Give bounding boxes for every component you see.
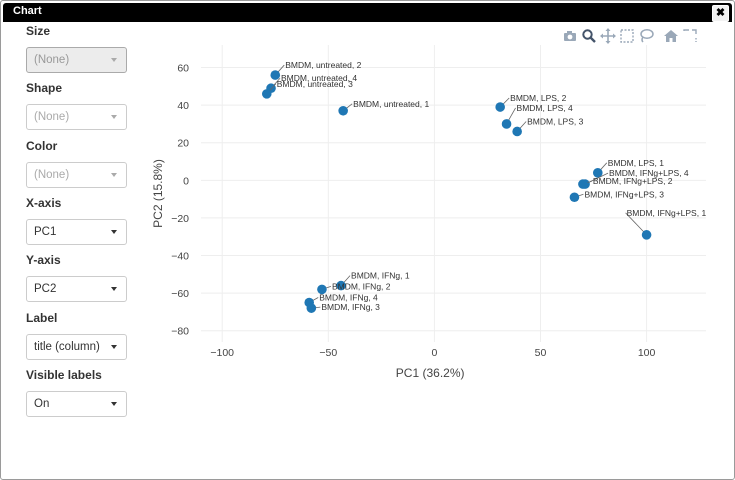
color-select-value: (None) [34, 168, 70, 181]
point-label: BMDM, LPS, 3 [527, 116, 583, 126]
point-label: BMDM, IFNg, 2 [332, 281, 391, 291]
point-label: BMDM, IFNg+LPS, 3 [584, 189, 664, 199]
color-label: Color [26, 138, 58, 153]
camera-icon[interactable] [561, 27, 579, 45]
point-label: BMDM, IFNg+LPS, 4 [609, 168, 689, 178]
data-point[interactable] [501, 119, 512, 129]
scatter-plot[interactable]: −100 −50 0 50 100 −80 −60 −40 −20 0 20 40 60 PC1 (36.… [151, 25, 721, 385]
visible-labels-label: Visible labels [26, 367, 102, 382]
point-label: BMDM, IFNg, 4 [319, 293, 378, 303]
box-select-icon[interactable] [618, 27, 636, 45]
point-label: BMDM, IFNg, 3 [321, 302, 380, 312]
x-tick-label: 100 [638, 347, 656, 359]
chevron-down-icon [111, 229, 117, 234]
field-visible-labels: Visible labels On [26, 367, 127, 417]
color-select[interactable]: (None) [26, 161, 127, 188]
field-label: Label title (column) [26, 310, 127, 360]
pan-icon[interactable] [599, 27, 617, 45]
field-color: Color (None) [26, 138, 127, 188]
field-y-axis: Y-axis PC2 [26, 252, 127, 303]
data-point[interactable] [317, 284, 327, 295]
data-point[interactable] [641, 230, 652, 240]
x-tick-label: 50 [535, 347, 547, 359]
y-tick-label: 40 [177, 100, 189, 112]
point-label: BMDM, untreated, 2 [285, 60, 361, 70]
zoom-icon[interactable] [580, 27, 598, 45]
lasso-icon[interactable] [637, 27, 655, 45]
data-point[interactable] [306, 303, 317, 313]
shape-select-value: (None) [34, 111, 70, 124]
y-axis-title: PC2 (15.8%) [151, 159, 165, 228]
data-point[interactable] [336, 280, 346, 291]
label-select[interactable]: title (column) [26, 333, 127, 360]
shape-select[interactable]: (None) [26, 104, 127, 131]
y-axis-select-value: PC2 [34, 283, 57, 296]
point-label: BMDM, IFNg, 1 [351, 271, 410, 281]
window-title: Chart [13, 5, 42, 17]
data-point[interactable] [270, 70, 281, 80]
chevron-down-icon [111, 172, 117, 177]
chart-area: −100 −50 0 50 100 −80 −60 −40 −20 0 20 40 60 PC1 (36.… [151, 25, 721, 385]
y-axis-select[interactable]: PC2 [26, 276, 127, 303]
data-point[interactable] [338, 105, 348, 116]
chevron-down-icon [111, 287, 117, 292]
point-label: BMDM, IFNg+LPS, 2 [593, 176, 673, 186]
data-point[interactable] [495, 102, 505, 112]
label-leader [625, 212, 647, 236]
chevron-down-icon [111, 58, 117, 62]
data-point[interactable] [592, 168, 603, 178]
x-axis-select-value: PC1 [34, 225, 57, 238]
chevron-down-icon [111, 115, 117, 120]
x-axis-select[interactable]: PC1 [26, 218, 127, 245]
x-axis-title: PC1 (36.2%) [396, 366, 465, 380]
point-label: BMDM, LPS, 4 [517, 103, 573, 113]
field-shape: Shape (None) [26, 80, 127, 131]
x-tick-label: −50 [319, 347, 337, 359]
y-tick-label: 20 [177, 138, 189, 150]
x-tick-label: −100 [210, 347, 234, 359]
point-label: BMDM, IFNg+LPS, 1 [627, 208, 707, 218]
chevron-down-icon [111, 344, 117, 349]
field-size: Size (None) [26, 23, 127, 73]
y-tick-label: −60 [171, 288, 189, 300]
y-tick-label: 0 [183, 175, 189, 187]
label-label: Label [26, 310, 58, 325]
label-select-value: title (column) [34, 340, 100, 353]
size-select-value: (None) [34, 54, 70, 66]
autoscale-icon[interactable] [681, 27, 699, 45]
point-label: BMDM, LPS, 1 [608, 158, 664, 168]
home-icon[interactable] [662, 27, 680, 45]
data-point[interactable] [569, 192, 580, 203]
close-button[interactable]: ✖ [712, 5, 729, 22]
data-point[interactable] [261, 89, 272, 99]
data-point[interactable] [512, 126, 522, 137]
point-label: BMDM, LPS, 2 [510, 93, 566, 103]
visible-labels-select[interactable]: On [26, 390, 127, 417]
title-bar: Chart ✖ [3, 3, 732, 22]
point-label: BMDM, untreated, 4 [281, 73, 357, 83]
shape-label: Shape [26, 81, 63, 96]
chevron-down-icon [111, 401, 117, 406]
visible-labels-select-value: On [34, 397, 50, 410]
field-x-axis: X-axis PC1 [26, 195, 127, 245]
x-tick-label: 0 [431, 347, 437, 359]
point-label: BMDM, untreated, 1 [353, 99, 429, 109]
y-tick-label: −40 [171, 251, 189, 263]
y-axis-label: Y-axis [26, 253, 61, 268]
point-label: BMDM, untreated, 3 [277, 79, 353, 89]
size-label: Size [26, 24, 51, 38]
y-tick-label: −20 [171, 213, 189, 225]
x-axis-label: X-axis [26, 195, 62, 210]
data-point[interactable] [578, 179, 588, 189]
y-tick-label: 60 [177, 63, 189, 75]
y-tick-label: −80 [171, 326, 189, 338]
size-select: (None) [26, 47, 127, 73]
